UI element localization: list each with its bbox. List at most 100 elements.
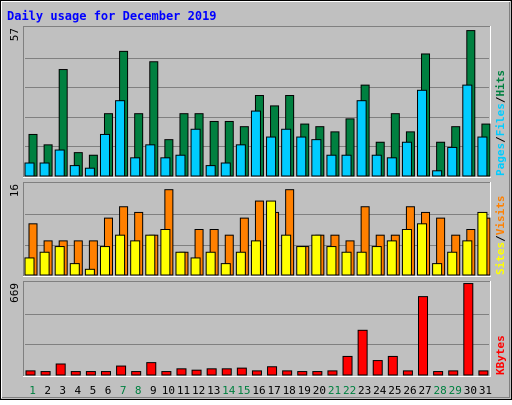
bar-files-day-19: [296, 136, 307, 177]
day-label: 12: [192, 384, 205, 397]
bar-kbytes-day-23: [357, 329, 368, 376]
bar-files-day-17: [266, 136, 277, 177]
day-label: 27: [418, 384, 431, 397]
side-label-separator: /: [494, 136, 507, 143]
bar-sites-day-3: [54, 246, 65, 276]
bar-kbytes-day-13: [206, 368, 217, 376]
day-label: 22: [343, 384, 356, 397]
day-label: 14: [222, 384, 236, 397]
day-label: 30: [464, 384, 477, 397]
bar-sites-day-28: [432, 263, 443, 276]
bar-files-day-4: [69, 165, 80, 177]
bar-kbytes-day-25: [387, 355, 398, 376]
bar-files-day-6: [99, 133, 110, 177]
bar-files-day-2: [39, 162, 50, 177]
bar-kbytes-day-14: [221, 368, 232, 376]
panel-kbytes: 669 KBytes: [8, 281, 507, 377]
bar-kbytes-day-11: [176, 368, 187, 376]
bar-files-day-14: [220, 162, 231, 177]
day-label: 29: [449, 384, 462, 397]
day-label: 17: [267, 384, 280, 397]
bar-files-day-15: [235, 144, 246, 177]
bar-kbytes-day-21: [327, 370, 338, 376]
bar-files-day-7: [115, 100, 126, 177]
bar-sites-day-31: [477, 211, 488, 276]
day-label: 20: [313, 384, 326, 397]
bar-files-day-10: [160, 157, 171, 177]
side-label-hits: Hits: [494, 70, 507, 97]
side-label-visits: Visits: [494, 196, 507, 236]
y-max-label-kbytes: 669: [8, 283, 21, 303]
bar-kbytes-day-7: [116, 365, 127, 376]
day-label: 26: [403, 384, 416, 397]
day-label: 3: [59, 384, 66, 397]
bar-kbytes-day-12: [191, 369, 202, 376]
bar-sites-day-27: [417, 223, 428, 276]
bar-files-day-20: [311, 139, 322, 177]
bar-kbytes-day-20: [312, 371, 323, 376]
bar-files-day-25: [386, 157, 397, 177]
bar-sites-day-30: [462, 240, 473, 276]
bar-kbytes-day-30: [463, 283, 474, 376]
bar-kbytes-day-22: [342, 355, 353, 376]
bar-sites-day-7: [115, 234, 126, 276]
bars-kbytes: [25, 283, 489, 376]
bar-kbytes-day-19: [297, 371, 308, 376]
day-label: 2: [44, 384, 51, 397]
y-max-label-sites-visits: 16: [8, 184, 21, 197]
bar-kbytes-day-18: [282, 370, 293, 376]
day-label: 19: [298, 384, 311, 397]
bar-files-day-31: [477, 136, 488, 177]
plot-area-kbytes: [23, 281, 491, 377]
day-label: 16: [252, 384, 265, 397]
bar-files-day-16: [250, 110, 261, 177]
side-label-kbytes: KBytes: [494, 335, 507, 375]
day-label: 6: [105, 384, 112, 397]
bar-kbytes-day-24: [372, 360, 383, 376]
bar-kbytes-day-31: [478, 370, 489, 376]
bar-sites-day-12: [190, 257, 201, 276]
bar-files-day-5: [84, 167, 95, 177]
bar-sites-day-22: [341, 251, 352, 276]
day-label: 24: [373, 384, 387, 397]
side-label-files: Files: [494, 103, 507, 136]
side-label-separator: /: [494, 96, 507, 103]
bar-sites-day-8: [130, 240, 141, 276]
bar-kbytes-day-27: [418, 296, 429, 376]
panel-sites-visits: 16 Sites/Visits: [8, 182, 507, 277]
bar-files-day-3: [54, 149, 65, 177]
day-label: 18: [283, 384, 296, 397]
day-labels-layer: 1 2 3 4 5 6 7 8 9 10 11 12 13 14 15 16 17 18 19 20 21 22 23 24 2…: [29, 384, 492, 397]
day-label: 21: [328, 384, 341, 397]
bar-files-day-22: [341, 154, 352, 177]
bar-sites-day-1: [24, 257, 35, 276]
bar-files-day-13: [205, 165, 216, 177]
bar-files-day-30: [462, 84, 473, 177]
bars-pages-files-hits: [24, 30, 491, 177]
day-label: 9: [150, 384, 157, 397]
bar-sites-day-23: [356, 251, 367, 276]
bar-files-day-23: [356, 100, 367, 177]
bars-sites-visits: [24, 189, 491, 276]
day-label: 11: [177, 384, 190, 397]
day-label: 7: [120, 384, 127, 397]
day-label: 25: [388, 384, 401, 397]
bar-sites-day-13: [205, 251, 216, 276]
day-label: 23: [358, 384, 371, 397]
bar-kbytes-day-16: [251, 370, 262, 376]
bar-kbytes-day-3: [55, 363, 66, 376]
bar-sites-day-5: [84, 268, 95, 276]
bar-sites-day-6: [99, 246, 110, 276]
bar-files-day-24: [371, 154, 382, 177]
bar-sites-day-2: [39, 251, 50, 276]
day-label: 5: [90, 384, 97, 397]
bar-files-day-12: [190, 128, 201, 177]
bar-kbytes-day-8: [131, 371, 142, 376]
bar-sites-day-15: [235, 251, 246, 276]
bar-sites-day-14: [220, 263, 231, 276]
day-label: 8: [135, 384, 142, 397]
bar-kbytes-day-17: [267, 366, 278, 376]
bar-files-day-27: [417, 89, 428, 177]
